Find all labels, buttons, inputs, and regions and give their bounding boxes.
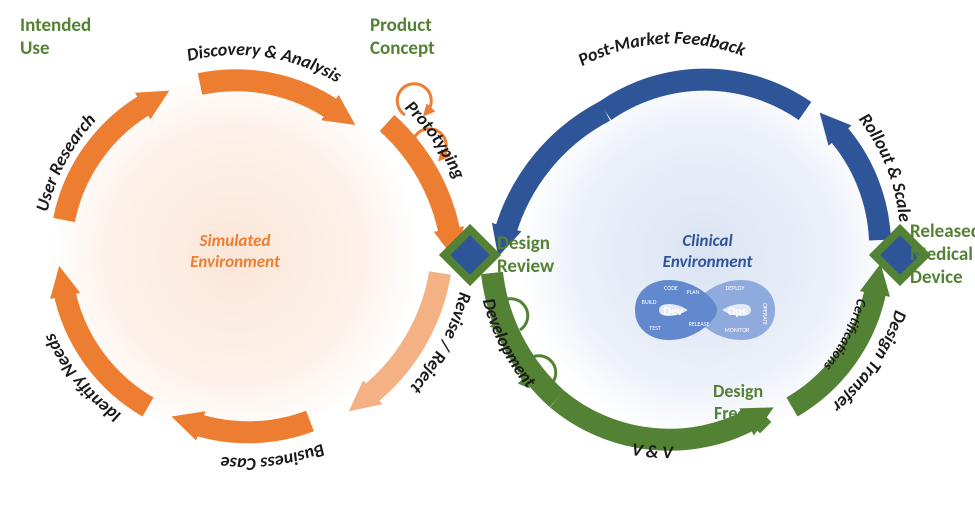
clinical-env-label: Clinical Environment	[650, 230, 765, 272]
post-market-label: Post-Market Feedback	[574, 26, 749, 70]
svg-text:MONITOR: MONITOR	[725, 326, 750, 334]
svg-text:Business Case: Business Case	[219, 439, 328, 475]
svg-text:V & V: V & V	[630, 438, 674, 463]
process-diagram: { "colors": { "innovation": "#ed7d31", "…	[0, 0, 975, 509]
design-review-label: Design Review	[497, 232, 554, 278]
diagram-svg: Dev Ops PLAN CODE BUILD TEST RELEASE DEP…	[0, 0, 975, 509]
svg-text:Post-Market Feedback: Post-Market Feedback	[574, 26, 749, 70]
simulated-env-label: Simulated Environment	[170, 230, 300, 272]
svg-text:PLAN: PLAN	[687, 288, 700, 296]
design-freeze-label: Design Freeze	[713, 380, 763, 424]
vv-label: V & V	[630, 438, 674, 463]
product-concept-label: Product Concept	[370, 14, 435, 60]
svg-text:DEPLOY: DEPLOY	[726, 284, 745, 292]
arrow-business-case	[195, 421, 310, 432]
svg-text:OPERATE: OPERATE	[761, 303, 769, 325]
devops-dev-label: Dev	[663, 305, 683, 319]
svg-text:BUILD: BUILD	[642, 298, 657, 306]
intended-use-label: Intended Use	[20, 14, 91, 60]
business-case-label: Business Case	[219, 439, 328, 475]
svg-text:CODE: CODE	[664, 284, 678, 292]
svg-text:TEST: TEST	[649, 324, 661, 332]
devops-ops-label: Ops	[727, 305, 746, 319]
svg-text:RELEASE: RELEASE	[689, 320, 710, 328]
released-device-label: Released Medical Device	[910, 220, 975, 289]
